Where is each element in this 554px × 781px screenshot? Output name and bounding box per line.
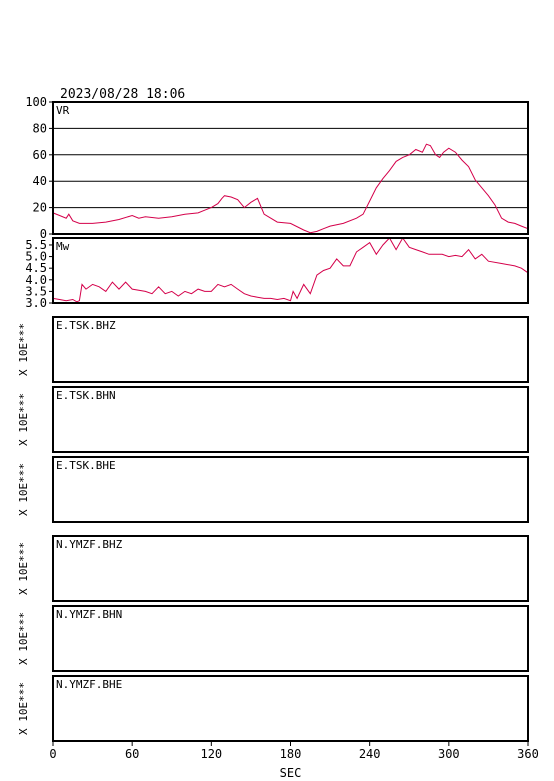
- x-tick-label: 60: [125, 747, 139, 761]
- channel-frame: [52, 316, 529, 383]
- y-tick-label: 20: [33, 201, 47, 215]
- y-tick-label: 0: [40, 227, 47, 241]
- datetime-label: 2023/08/28 18:06: [60, 87, 185, 102]
- x-tick-label: 300: [438, 747, 460, 761]
- channel-panel: E.TSK.BHE X 10E***: [17, 456, 529, 523]
- panel-label: Mw: [56, 240, 70, 253]
- channel-label: N.YMZF.BHN: [56, 608, 122, 621]
- channel-panel: E.TSK.BHN X 10E***: [17, 386, 529, 453]
- channel-panel: N.YMZF.BHN X 10E***: [17, 605, 529, 672]
- channel-label: E.TSK.BHN: [56, 389, 116, 402]
- y-tick-label: 3.0: [25, 296, 47, 310]
- channel-panel: E.TSK.BHZ X 10E***: [17, 316, 529, 383]
- channel-frame: [52, 675, 529, 742]
- channel-label: E.TSK.BHZ: [56, 319, 116, 332]
- vr-panel: 0 20 40 60 80 100 VR: [25, 95, 529, 241]
- x-tick-label: 120: [200, 747, 222, 761]
- channel-unit-label: X 10E***: [17, 393, 30, 446]
- channel-frame: [52, 456, 529, 523]
- channel-unit-label: X 10E***: [17, 542, 30, 595]
- y-tick-label: 4.5: [25, 261, 47, 275]
- channel-label: E.TSK.BHE: [56, 459, 116, 472]
- series-line: [52, 143, 529, 234]
- channel-frame: [52, 386, 529, 453]
- channel-panel: N.YMZF.BHE X 10E***: [17, 675, 529, 742]
- channel-label: N.YMZF.BHZ: [56, 538, 123, 551]
- channel-panel: N.YMZF.BHZ X 10E***: [17, 535, 529, 602]
- y-tick-label: 3.5: [25, 284, 47, 298]
- y-tick-label: 4.0: [25, 273, 47, 287]
- mw-panel: 3.03.54.04.55.05.5 Mw: [25, 237, 529, 310]
- y-tick-label: 5.5: [25, 238, 47, 252]
- y-tick-label: 60: [33, 148, 47, 162]
- y-tick-label: 5.0: [25, 250, 47, 264]
- panel-frame: [52, 101, 529, 235]
- panel-label: VR: [56, 104, 70, 117]
- x-tick-label: 240: [359, 747, 381, 761]
- channel-unit-label: X 10E***: [17, 612, 30, 665]
- y-tick-label: 80: [33, 121, 47, 135]
- x-tick-label: 360: [517, 747, 539, 761]
- x-axis-label: SEC: [280, 766, 302, 780]
- channel-frame: [52, 605, 529, 672]
- channel-unit-label: X 10E***: [17, 463, 30, 516]
- channel-label: N.YMZF.BHE: [56, 678, 122, 691]
- panel-frame: [52, 237, 529, 304]
- x-tick-label: 0: [49, 747, 56, 761]
- x-axis: 0 60 120 180 240 300 360 SEC: [49, 741, 539, 780]
- x-tick-label: 180: [280, 747, 302, 761]
- channel-frame: [52, 535, 529, 602]
- series-line: [52, 237, 529, 303]
- y-tick-label: 100: [25, 95, 47, 109]
- y-tick-label: 40: [33, 174, 47, 188]
- channel-unit-label: X 10E***: [17, 682, 30, 735]
- channel-unit-label: X 10E***: [17, 323, 30, 376]
